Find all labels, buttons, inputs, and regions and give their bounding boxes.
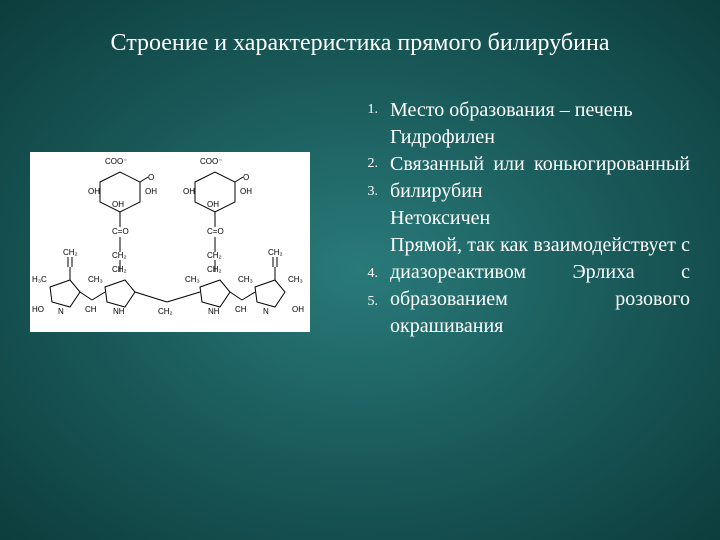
- svg-text:OH: OH: [207, 200, 219, 209]
- svg-text:N: N: [263, 307, 269, 316]
- svg-text:CH₃: CH₃: [88, 275, 103, 284]
- list-item: Прямой, так как взаимодействует с диазор…: [390, 232, 690, 340]
- list-item: Связанный или коньюгированный билирубин: [390, 151, 690, 205]
- svg-text:CH₂: CH₂: [207, 265, 222, 274]
- bilirubin-structure-image: COO⁻ COO⁻ OH OH OH OH OH OH O O C=O C=O …: [30, 152, 310, 332]
- characteristics-list: 1. 2. 3. 4. 5. Место образования – печен…: [330, 97, 690, 340]
- chemical-structure-svg: COO⁻ COO⁻ OH OH OH OH OH OH O O C=O C=O …: [30, 152, 310, 332]
- svg-text:COO⁻: COO⁻: [200, 157, 222, 166]
- list-item: Гидрофилен: [390, 124, 690, 151]
- svg-text:C=O: C=O: [207, 227, 224, 236]
- svg-text:CH: CH: [235, 305, 247, 314]
- svg-text:CH₂: CH₂: [158, 307, 173, 316]
- svg-text:CH₃: CH₃: [185, 275, 200, 284]
- svg-text:OH: OH: [112, 200, 124, 209]
- svg-text:CH₂: CH₂: [112, 251, 127, 260]
- svg-text:O: O: [243, 173, 249, 182]
- svg-text:OH: OH: [292, 305, 304, 314]
- svg-text:OH: OH: [183, 187, 195, 196]
- svg-text:CH₂: CH₂: [63, 248, 78, 257]
- list-texts: Место образования – печень Гидрофилен Св…: [390, 97, 690, 340]
- chemical-structure-panel: COO⁻ COO⁻ OH OH OH OH OH OH O O C=O C=O …: [30, 97, 330, 340]
- svg-text:COO⁻: COO⁻: [105, 157, 127, 166]
- list-numbers: 1. 2. 3. 4. 5.: [350, 97, 390, 340]
- svg-text:C=O: C=O: [112, 227, 129, 236]
- svg-text:OH: OH: [145, 187, 157, 196]
- svg-text:N: N: [58, 307, 64, 316]
- list-number: 1.: [350, 97, 390, 117]
- svg-text:NH: NH: [113, 307, 125, 316]
- list-number: 5.: [350, 281, 390, 309]
- svg-text:H₃C: H₃C: [32, 275, 47, 284]
- svg-text:NH: NH: [208, 307, 220, 316]
- svg-text:CH₂: CH₂: [112, 265, 127, 274]
- svg-text:CH₃: CH₃: [238, 275, 253, 284]
- list-item: Нетоксичен: [390, 205, 690, 232]
- svg-text:HO: HO: [32, 305, 44, 314]
- svg-text:OH: OH: [88, 187, 100, 196]
- list-item: Место образования – печень: [390, 97, 690, 124]
- list-number: 4.: [350, 199, 390, 281]
- content-area: COO⁻ COO⁻ OH OH OH OH OH OH O O C=O C=O …: [0, 97, 720, 340]
- svg-text:CH₃: CH₃: [288, 275, 303, 284]
- svg-text:CH: CH: [85, 305, 97, 314]
- svg-text:OH: OH: [240, 187, 252, 196]
- page-title: Строение и характеристика прямого билиру…: [0, 0, 720, 97]
- svg-text:CH₂: CH₂: [268, 248, 283, 257]
- list-number: 3.: [350, 171, 390, 199]
- svg-text:CH₂: CH₂: [207, 251, 222, 260]
- list-number: 2.: [350, 117, 390, 171]
- svg-text:O: O: [148, 173, 154, 182]
